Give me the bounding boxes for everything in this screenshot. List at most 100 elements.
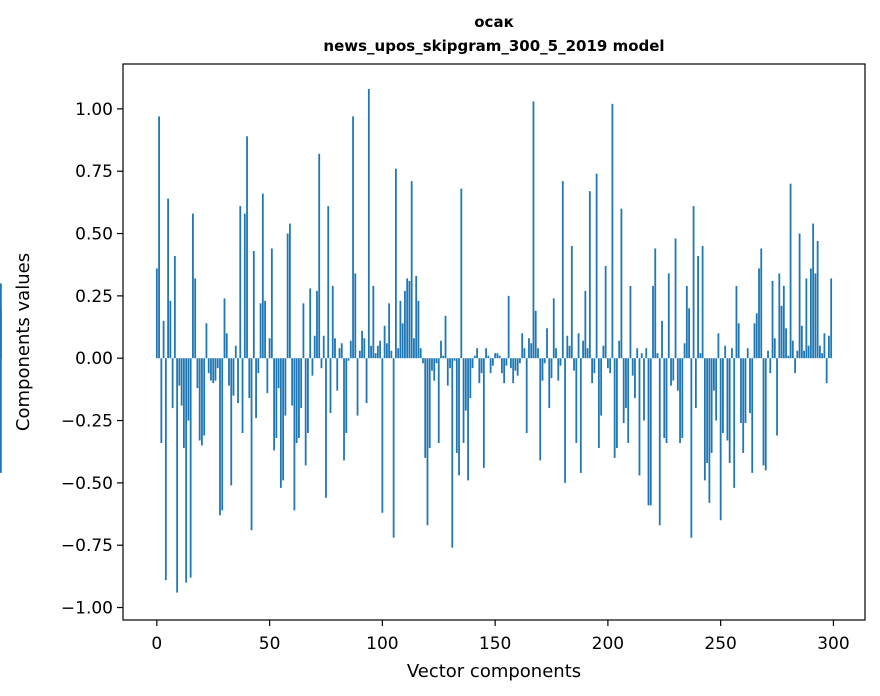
- bar: [656, 353, 659, 359]
- bar: [455, 358, 458, 453]
- bar: [643, 358, 645, 421]
- bar: [343, 358, 345, 461]
- bar: [390, 350, 393, 359]
- bar: [437, 358, 440, 443]
- bar: [198, 358, 201, 441]
- bar: [237, 358, 239, 404]
- bar: [189, 358, 192, 578]
- bar: [449, 358, 451, 369]
- bar: [476, 348, 478, 359]
- bar: [354, 273, 357, 359]
- y-tick-label: 0.25: [75, 287, 113, 307]
- bar: [537, 348, 539, 359]
- bar: [674, 238, 677, 359]
- bar: [595, 173, 598, 359]
- bar: [798, 233, 801, 359]
- bar: [699, 353, 702, 359]
- bar: [158, 116, 160, 359]
- bar: [634, 358, 636, 399]
- bar: [652, 285, 654, 359]
- bar: [591, 358, 593, 384]
- x-axis-title: Vector components: [407, 661, 581, 682]
- bar: [755, 313, 758, 359]
- bar: [703, 358, 706, 481]
- bar: [782, 285, 785, 359]
- bar: [266, 358, 269, 394]
- bar: [789, 183, 792, 359]
- bar: [464, 358, 467, 411]
- bar: [791, 340, 794, 359]
- bar: [514, 358, 517, 371]
- bar: [286, 233, 289, 359]
- bar: [625, 358, 627, 409]
- bar: [778, 273, 781, 359]
- bar: [584, 290, 587, 359]
- bar: [773, 338, 776, 359]
- bar: [480, 358, 483, 374]
- bar: [764, 358, 767, 471]
- bar: [658, 358, 661, 526]
- bar: [232, 358, 235, 396]
- bar: [363, 338, 366, 359]
- bar: [444, 315, 447, 359]
- bar: [830, 278, 833, 359]
- bar: [428, 358, 431, 448]
- bar: [291, 358, 294, 406]
- bar: [410, 181, 413, 359]
- x-tick-label: 250: [704, 634, 736, 654]
- bar: [753, 323, 756, 359]
- bar: [214, 358, 217, 381]
- bar: [771, 280, 774, 359]
- bar: [638, 358, 641, 476]
- bar: [586, 348, 589, 359]
- bar: [415, 275, 418, 359]
- bar: [593, 358, 596, 374]
- bar: [228, 358, 230, 386]
- bar: [794, 358, 796, 374]
- bar: [735, 285, 738, 359]
- bar: [169, 300, 172, 359]
- bar: [469, 358, 472, 399]
- bar: [302, 303, 305, 359]
- bar: [828, 335, 830, 359]
- bar: [404, 290, 406, 359]
- y-tick-label: −0.25: [61, 412, 113, 432]
- bar: [255, 358, 257, 419]
- bar: [636, 348, 639, 359]
- bar: [800, 325, 803, 359]
- bar: [282, 358, 285, 481]
- bar: [219, 358, 221, 516]
- x-tick-label: 150: [479, 634, 511, 654]
- bar: [661, 320, 663, 359]
- bar: [155, 268, 158, 359]
- bar: [606, 358, 609, 369]
- bar: [257, 358, 260, 374]
- bar: [631, 358, 634, 376]
- bar: [365, 358, 368, 404]
- bar: [776, 358, 778, 436]
- bar: [622, 358, 625, 424]
- bar: [807, 345, 810, 359]
- bar: [467, 358, 469, 481]
- bar: [507, 295, 510, 359]
- bar: [575, 358, 578, 443]
- y-tick-label: −0.50: [61, 474, 113, 494]
- bar: [528, 338, 530, 359]
- bar: [719, 358, 722, 521]
- bar: [230, 358, 233, 486]
- bar: [374, 353, 377, 359]
- bar: [570, 246, 573, 359]
- bar: [712, 358, 715, 391]
- bar: [746, 348, 749, 359]
- bar: [340, 343, 343, 359]
- bar: [620, 208, 623, 359]
- bar: [422, 358, 424, 364]
- bar: [512, 358, 515, 384]
- bar: [604, 265, 607, 359]
- bar: [510, 358, 512, 369]
- bar: [225, 333, 228, 359]
- bar: [478, 358, 481, 384]
- bar: [379, 340, 381, 359]
- bar: [767, 350, 769, 359]
- bar: [541, 358, 544, 381]
